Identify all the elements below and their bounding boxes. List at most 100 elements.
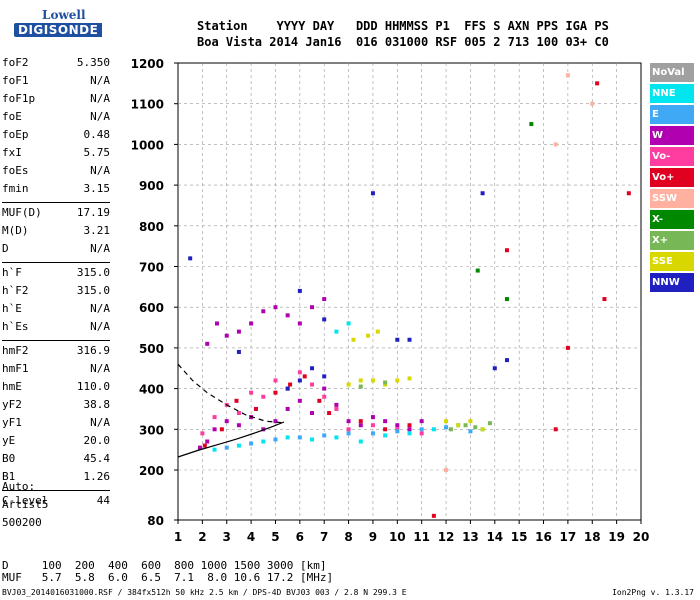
echo-point-w (297, 321, 302, 326)
polarization-legend: NoVal NNE E W Vo- Vo+ SSW X- X+ SSE NNW (650, 63, 694, 294)
echo-point-vo- (322, 394, 327, 399)
param-value: N/A (90, 110, 110, 123)
echo-point-vo- (370, 423, 375, 428)
param-row: h`E N/A (2, 302, 110, 320)
x-tick-label: 14 (486, 530, 503, 544)
echo-point-sse (480, 427, 485, 432)
param-name: hmE (2, 380, 22, 393)
echo-point-w (249, 321, 254, 326)
param-separator (2, 340, 110, 341)
param-name: h`E (2, 302, 22, 315)
param-row: foEp 0.48 (2, 128, 110, 146)
param-row: h`F 315.0 (2, 266, 110, 284)
echo-point-sse (366, 333, 371, 338)
echo-point-sse (351, 337, 356, 342)
param-row: foF1p N/A (2, 92, 110, 110)
x-tick-label: 6 (296, 530, 304, 544)
param-name: yF2 (2, 398, 22, 411)
echo-point-ssw (444, 468, 449, 472)
param-name: fmin (2, 182, 29, 195)
logo-lowell-text: Lowell (42, 8, 86, 22)
y-tick-label: 700 (139, 261, 164, 275)
x-tick-label: 1 (174, 530, 182, 544)
echo-point-vo- (249, 390, 254, 395)
x-tick-label: 13 (462, 530, 479, 544)
x-tick-label: 19 (608, 530, 625, 544)
param-value: 1.26 (83, 470, 111, 483)
echo-point-vo- (297, 370, 302, 375)
echo-point-vo- (236, 411, 241, 416)
echo-point-vo- (212, 415, 217, 420)
param-name: B1 (2, 470, 16, 483)
param-row: fmin 3.15 (2, 182, 110, 200)
echo-point-nne (212, 447, 217, 452)
echo-point-nnw (407, 337, 412, 342)
echo-point-vo- (358, 419, 363, 424)
echo-point-w (214, 321, 219, 326)
param-name: hmF2 (2, 344, 29, 357)
echo-point-e (249, 441, 254, 446)
echo-point-nnw (310, 366, 315, 371)
param-name: foEs (2, 164, 29, 177)
echo-point-nne (261, 439, 266, 444)
param-name: yE (2, 434, 16, 447)
echo-point-w (310, 305, 315, 310)
echo-point-e (468, 429, 473, 434)
x-tick-label: 20 (633, 530, 650, 544)
auto-program: Artist5 (2, 498, 49, 511)
y-tick-label: 800 (139, 220, 164, 234)
echo-point-sse (346, 382, 351, 387)
legend-item-noval: NoVal (650, 63, 694, 82)
echo-point-w (407, 427, 412, 432)
echo-point-e (444, 425, 449, 430)
x-tick-label: 5 (271, 530, 279, 544)
param-value: 315.0 (76, 266, 110, 279)
param-value: N/A (90, 92, 110, 105)
x-tick-label: 16 (535, 530, 552, 544)
param-value: 316.9 (76, 344, 110, 357)
param-value: 17.19 (76, 206, 110, 219)
echo-point-vo- (219, 427, 224, 432)
legend-item-x-: X- (650, 210, 694, 229)
param-row: foF1 N/A (2, 74, 110, 92)
echo-point-x- (504, 297, 509, 302)
legend-item-vo-: Vo+ (650, 168, 694, 187)
param-name: C-level (2, 494, 49, 507)
echo-point-ssw (590, 101, 595, 106)
param-value: N/A (90, 416, 110, 429)
echo-point-sse (407, 376, 412, 381)
param-name: foF2 (2, 56, 29, 69)
plot-area-frame (177, 62, 642, 521)
param-row: foEs N/A (2, 164, 110, 182)
echo-point-vo- (261, 394, 266, 399)
echo-point-nnw (297, 378, 302, 383)
distance-row: D 100 200 400 600 800 1000 1500 3000 [km… (2, 559, 327, 572)
y-tick-label: 500 (139, 342, 164, 356)
param-name: MUF(D) (2, 206, 42, 219)
echo-point-vo- (553, 427, 558, 432)
param-value: 38.8 (83, 398, 111, 411)
echo-point-nne (383, 433, 388, 438)
echo-point-w (205, 439, 210, 444)
echo-point-sse (456, 423, 461, 428)
param-row: h`Es N/A (2, 320, 110, 338)
echo-point-e (395, 429, 400, 434)
auto-label: Auto: (2, 480, 36, 493)
echo-point-w (358, 423, 363, 428)
echo-point-nne (358, 439, 363, 444)
echo-point-nnw (395, 337, 400, 342)
echo-point-nne (236, 443, 241, 448)
echo-point-nne (431, 427, 436, 432)
param-value: 5.350 (76, 56, 110, 69)
echo-point-e (419, 427, 424, 432)
station-header: Station YYYY DAY DDD HHMMSS P1 FFS S AXN… (197, 18, 609, 50)
echo-point-vo- (253, 406, 258, 411)
param-value: 3.21 (83, 224, 111, 237)
y-tick-label: 1200 (131, 57, 164, 71)
param-name: M(D) (2, 224, 29, 237)
param-row: hmF2 316.9 (2, 344, 110, 362)
echo-point-sse (375, 329, 380, 334)
echo-point-vo- (302, 374, 307, 379)
echo-point-vo- (317, 398, 322, 403)
echo-point-vo- (419, 431, 424, 436)
